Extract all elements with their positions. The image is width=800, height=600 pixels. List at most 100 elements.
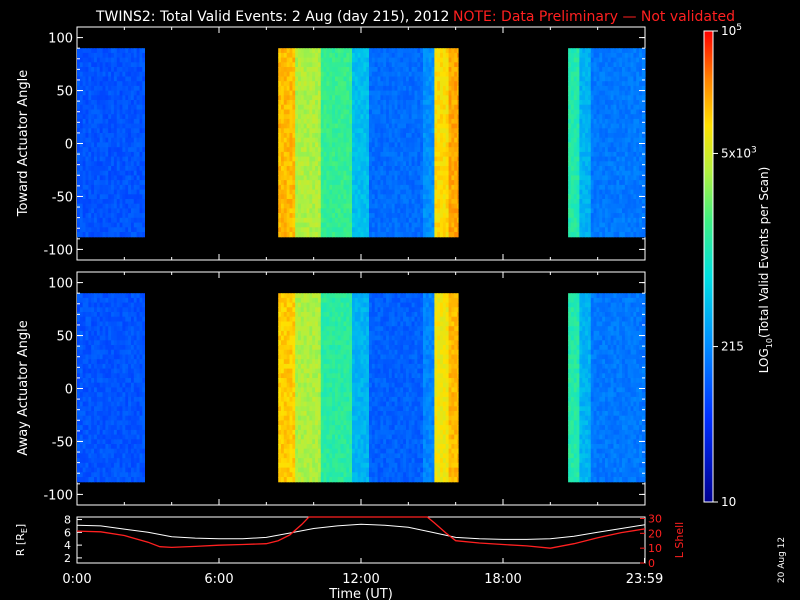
heat-cell xyxy=(599,95,603,101)
heat-cell xyxy=(360,175,364,181)
heat-cell xyxy=(309,217,313,224)
heat-cell xyxy=(406,147,410,153)
heat-cell xyxy=(588,203,592,209)
heat-cell xyxy=(641,81,646,87)
heat-cell xyxy=(94,392,98,398)
heat-cell xyxy=(428,81,433,87)
heat-cell xyxy=(77,57,81,63)
heat-cell xyxy=(599,114,603,120)
heat-cell xyxy=(371,90,376,96)
heat-cell xyxy=(298,90,302,96)
heat-cell xyxy=(281,104,285,110)
heat-cell xyxy=(605,142,609,148)
heat-cell xyxy=(431,142,435,148)
heat-cell xyxy=(633,85,637,92)
heat-cell xyxy=(585,57,589,63)
heat-cell xyxy=(286,109,291,115)
heat-cell xyxy=(335,85,339,92)
heat-cell xyxy=(113,76,118,82)
heat-cell xyxy=(445,95,450,101)
heat-cell xyxy=(79,227,84,233)
heat-cell xyxy=(340,133,344,139)
heat-cell xyxy=(616,151,620,158)
heat-cell xyxy=(403,170,407,176)
heat-cell xyxy=(320,199,325,205)
heat-cell xyxy=(622,71,626,77)
heat-cell xyxy=(448,95,452,101)
heat-cell xyxy=(644,52,646,59)
heat-cell xyxy=(303,166,308,172)
heat-cell xyxy=(374,81,379,87)
heat-cell xyxy=(588,114,592,120)
heat-cell xyxy=(610,104,615,110)
heat-cell xyxy=(332,151,336,158)
heat-cell xyxy=(94,100,98,106)
heat-cell xyxy=(605,137,609,143)
heat-cell xyxy=(292,71,296,77)
heat-cell xyxy=(391,189,396,195)
heat-cell xyxy=(315,48,319,54)
heat-cell xyxy=(283,133,288,139)
heat-cell xyxy=(346,100,350,106)
heat-cell xyxy=(133,85,138,92)
heat-cell xyxy=(346,208,350,214)
heat-cell xyxy=(354,147,359,153)
heat-cell xyxy=(85,415,89,421)
heat-cell xyxy=(139,109,143,115)
heat-cell xyxy=(579,52,583,59)
heat-cell xyxy=(77,420,81,426)
heat-cell xyxy=(131,166,135,172)
heat-cell xyxy=(77,307,81,313)
heat-cell xyxy=(306,100,310,106)
heat-cell xyxy=(360,95,364,101)
heat-cell xyxy=(573,76,578,82)
heat-cell xyxy=(332,203,336,209)
heat-cell xyxy=(91,349,95,355)
heat-cell xyxy=(414,222,418,228)
heat-cell xyxy=(457,170,459,176)
heat-cell xyxy=(388,52,393,59)
heat-cell xyxy=(383,180,387,186)
heat-cell xyxy=(454,142,458,148)
heat-cell xyxy=(329,85,333,92)
heat-cell xyxy=(142,71,145,77)
heat-cell xyxy=(113,85,118,92)
heat-cell xyxy=(337,67,342,73)
heat-cell xyxy=(88,302,92,308)
heat-cell xyxy=(289,76,293,82)
heat-cell xyxy=(630,166,634,172)
heat-cell xyxy=(281,199,285,205)
heat-cell xyxy=(448,199,452,205)
heat-cell xyxy=(79,232,84,238)
heat-cell xyxy=(340,147,344,153)
heat-cell xyxy=(278,232,282,238)
heat-cell xyxy=(317,57,322,63)
heat-cell xyxy=(300,100,305,106)
heat-cell xyxy=(94,222,98,228)
heat-cell xyxy=(108,137,112,143)
heat-cell xyxy=(411,128,415,134)
heat-cell xyxy=(306,137,310,143)
heat-cell xyxy=(82,477,87,483)
heat-cell xyxy=(320,100,325,106)
heat-cell xyxy=(593,227,597,233)
heat-cell xyxy=(300,52,305,59)
heat-cell xyxy=(323,189,327,195)
heat-cell xyxy=(289,67,293,73)
heat-cell xyxy=(323,71,327,77)
heat-cell xyxy=(79,85,84,92)
heat-cell xyxy=(431,147,435,153)
heat-cell xyxy=(139,142,143,148)
heat-cell xyxy=(303,85,308,92)
heat-cell xyxy=(428,222,433,228)
heat-cell xyxy=(85,76,89,82)
heat-cell xyxy=(315,71,319,77)
heat-cell xyxy=(340,95,344,101)
heat-cell xyxy=(91,151,95,158)
heat-cell xyxy=(585,213,589,219)
heat-cell xyxy=(605,166,609,172)
heat-cell xyxy=(85,448,89,454)
heat-cell xyxy=(445,57,450,63)
heat-cell xyxy=(633,71,637,77)
heat-cell xyxy=(91,232,95,238)
